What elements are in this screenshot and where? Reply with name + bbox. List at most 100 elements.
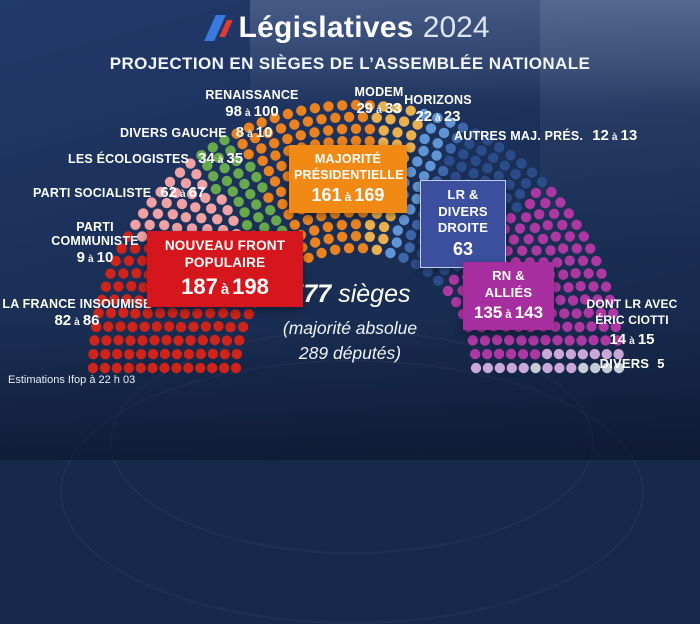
seat-dot — [126, 281, 137, 292]
seat-dot — [171, 222, 183, 234]
seat-dot — [154, 307, 166, 319]
seat-dot — [555, 197, 566, 208]
seat-dot — [412, 156, 423, 167]
seat-dot — [253, 212, 264, 223]
seat-dot — [508, 234, 519, 245]
seat-dot — [445, 143, 456, 154]
seat-dot — [243, 149, 254, 160]
seat-dot — [516, 335, 527, 346]
seat-dot — [296, 105, 307, 116]
seat-dot — [262, 127, 274, 139]
seat-dot — [322, 221, 334, 233]
seat-dot — [142, 308, 153, 319]
seat-dot — [164, 176, 176, 188]
callout-horizons: HORIZONS 22 à 23 — [393, 93, 483, 125]
seat-dot — [191, 169, 202, 180]
seat-dot — [364, 100, 375, 111]
seat-dot — [578, 362, 589, 374]
seat-dot — [504, 335, 515, 346]
callout-divers: DIVERS 5 — [582, 356, 682, 371]
seat-dot — [550, 231, 561, 242]
seat-dot — [330, 112, 341, 124]
seat-dot — [591, 255, 602, 267]
seat-dot — [470, 155, 481, 167]
party-label: DIVERS — [599, 356, 650, 371]
seat-dot — [118, 307, 129, 318]
seat-dot — [91, 321, 102, 333]
seat-dot — [103, 321, 114, 332]
subtitle: PROJECTION EN SIÈGES DE L’ASSEMBLÉE NATI… — [109, 54, 591, 73]
seat-dot — [567, 295, 579, 306]
seat-dot — [523, 234, 534, 245]
seat-dot — [536, 176, 548, 188]
seat-dot — [217, 307, 229, 319]
seat-dot — [230, 362, 242, 374]
seat-dot — [563, 282, 574, 293]
seat-range: 8 à 10 — [235, 124, 273, 141]
seat-dot — [494, 362, 505, 374]
seat-dot — [118, 268, 129, 279]
seat-dot — [100, 349, 111, 360]
seat-dot — [425, 160, 436, 172]
callout-ecologistes: LES ÉCOLOGISTES 34 à 35 — [68, 150, 243, 167]
seat-dot — [207, 142, 218, 153]
seat-dot — [378, 233, 389, 245]
seat-dot — [520, 212, 532, 223]
seat-dot — [470, 348, 481, 360]
seat-dot — [391, 103, 403, 114]
seat-dot — [233, 168, 244, 179]
seat-dot — [144, 219, 155, 231]
seat-dot — [574, 321, 585, 333]
seat-dot — [167, 209, 178, 220]
seat-dot — [385, 211, 396, 222]
seat-dot — [585, 243, 596, 254]
seat-dot — [200, 192, 211, 204]
seat-dot — [432, 112, 443, 124]
seat-dot — [493, 171, 504, 182]
seat-dot — [431, 150, 442, 161]
seat-dot — [263, 165, 274, 177]
seat-dot — [531, 245, 542, 256]
seat-dot — [256, 117, 267, 128]
seat-dot — [385, 247, 396, 259]
seat-dot — [219, 135, 230, 146]
seat-dot — [197, 179, 208, 190]
majority-note: (majorité absolue 289 députés) — [282, 318, 418, 363]
seat-dot — [562, 321, 573, 332]
seat-dot — [289, 119, 300, 130]
seat-dot — [190, 202, 201, 213]
seat-dot — [257, 182, 268, 193]
seat-dot — [219, 163, 230, 174]
seat-dot — [243, 308, 254, 320]
seat-dot — [218, 362, 230, 374]
seat-dot — [105, 307, 117, 319]
seat-dot — [350, 99, 362, 111]
seat-dot — [228, 215, 239, 226]
seat-dot — [197, 335, 208, 346]
seat-dot — [337, 100, 348, 111]
seat-dot — [588, 281, 599, 292]
seat-dot — [516, 158, 527, 169]
seat-dot — [116, 243, 127, 254]
seat-dot — [528, 335, 539, 346]
seat-dot — [586, 321, 597, 332]
seat-dot — [571, 308, 582, 319]
seat-dot — [557, 243, 569, 254]
callout-parti-socialiste: PARTI SOCIALISTE 62 à 67 — [33, 184, 205, 201]
seat-dot — [610, 321, 621, 333]
seat-dot — [101, 335, 112, 346]
seat-dot — [520, 178, 532, 189]
seat-dot — [109, 294, 120, 305]
seat-dot — [398, 214, 410, 226]
seat-dot — [225, 145, 236, 156]
seat-dot — [115, 321, 126, 332]
seat-dot — [391, 237, 402, 248]
seat-range: 29 à 33 — [356, 100, 402, 117]
seat-dot — [295, 130, 306, 141]
seat-dot — [570, 268, 581, 279]
seat-dot — [504, 179, 515, 190]
seat-dot — [276, 160, 287, 172]
seat-dot — [350, 219, 362, 230]
seat-dot — [337, 136, 348, 147]
